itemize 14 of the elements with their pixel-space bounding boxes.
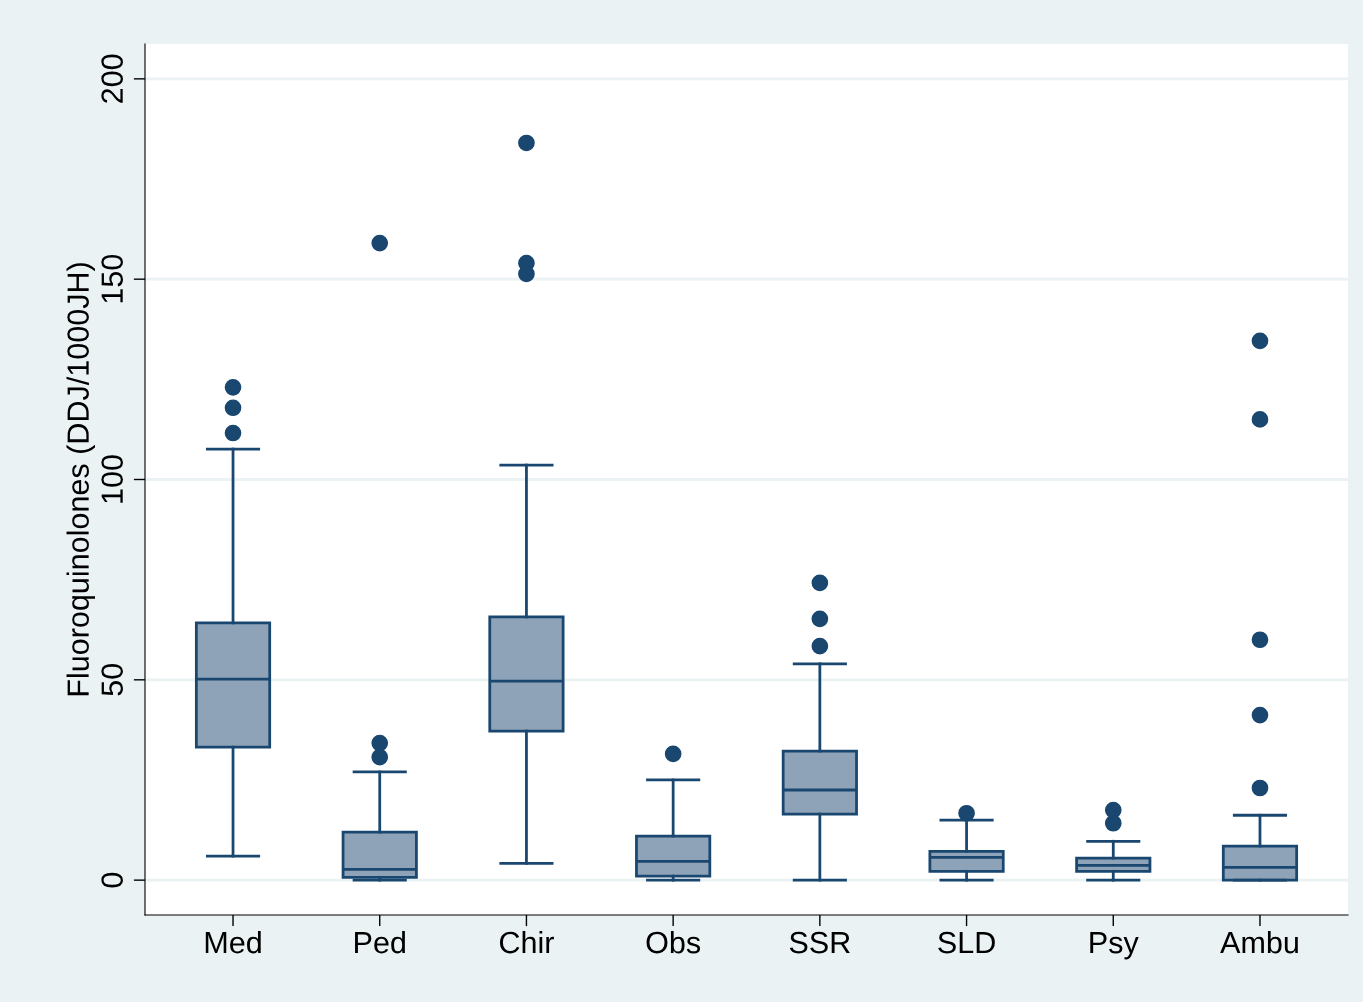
x-tick-label: SSR [789,931,850,954]
y-tick-label: 50 [101,664,123,696]
x-tick-label: SLD [938,931,995,954]
y-axis-title: Fluoroquinolones (DDJ/1000JH) [66,263,95,696]
x-tick-label: Ambu [1220,930,1298,954]
x-tick-label: Obs [646,930,701,954]
y-tick-label: 200 [101,54,123,103]
x-tick-label: Psy [1090,932,1139,960]
x-tick-label: Ped [355,930,405,954]
y-tick-label: 0 [101,872,123,888]
y-tick-label: 150 [101,254,123,303]
y-tick-label: 100 [101,455,123,503]
x-tick-label: Med [205,930,261,954]
x-tick-label: Chir [499,930,554,954]
